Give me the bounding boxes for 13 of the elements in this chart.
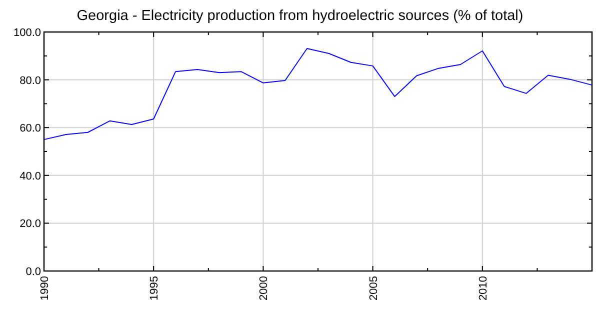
x-tick-label: 1995 <box>148 276 161 300</box>
y-tick-label: 80.0 <box>20 74 41 87</box>
line-series <box>44 48 592 140</box>
x-tick-label: 2000 <box>258 276 270 300</box>
x-tick-label: 2010 <box>477 276 490 300</box>
y-tick-label: 40.0 <box>20 170 41 182</box>
y-tick-label: 0.0 <box>26 266 41 278</box>
x-tick-label: 2005 <box>368 276 380 300</box>
chart-title: Georgia - Electricity production from hydroelectric sources (% of total) <box>76 8 524 24</box>
y-tick-label: 100.0 <box>13 27 41 39</box>
x-tick-label: 1990 <box>39 276 51 300</box>
y-tick-label: 20.0 <box>20 218 41 230</box>
y-tick-label: 60.0 <box>20 122 41 135</box>
